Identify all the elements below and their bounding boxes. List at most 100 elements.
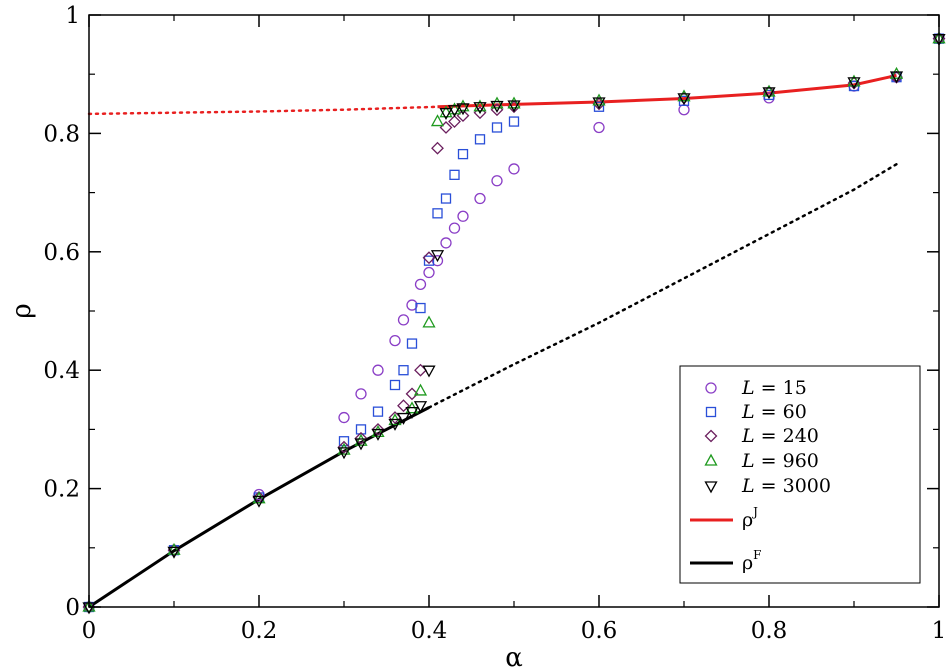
data-point — [252, 491, 266, 504]
y-tick-label: 0.6 — [43, 240, 80, 266]
data-point — [490, 96, 504, 109]
legend-label-L240: L = 240 — [741, 425, 819, 447]
plot-content — [82, 31, 946, 615]
data-point — [448, 115, 461, 128]
data-point — [167, 542, 181, 555]
data-point — [847, 77, 861, 90]
data-point — [337, 440, 351, 454]
data-point — [592, 93, 606, 106]
data-point — [414, 278, 427, 291]
legend-rest-L3000: = 3000 — [755, 475, 831, 497]
legend: L = 15 L = 60 L = 240 L = 960 L = 3000 — [679, 365, 921, 584]
data-point — [473, 102, 487, 115]
data-point — [439, 105, 453, 118]
legend-entry-rhoF: ρF — [690, 548, 762, 574]
y-axis-label: ρ — [7, 303, 37, 318]
x-tick-label: 0.2 — [241, 618, 278, 644]
data-point — [354, 438, 368, 451]
data-point — [252, 495, 266, 508]
data-point — [508, 163, 520, 175]
data-point — [439, 108, 453, 121]
axes: 0 0.2 0.4 0.6 0.8 1 0 0.2 0.4 0.6 0.8 1 — [43, 3, 946, 644]
data-point — [447, 105, 462, 118]
legend-entry-L15: L = 15 — [741, 377, 807, 399]
data-point — [448, 222, 461, 234]
y-tick-label: 1 — [65, 3, 80, 29]
data-point — [354, 433, 368, 446]
data-point — [431, 141, 444, 155]
legend-entry-rhoJ: ρJ — [690, 505, 758, 531]
legend-rest-L960: = 960 — [755, 450, 819, 472]
legend-base-rhoF: ρ — [742, 552, 753, 574]
curve-rhoJ-solid — [437, 73, 897, 109]
data-point — [593, 121, 605, 134]
data-point — [337, 447, 351, 460]
legend-label-rhoF: ρF — [742, 548, 762, 574]
data-point — [889, 66, 904, 79]
data-point — [398, 365, 409, 376]
y-tick-label: 0 — [65, 595, 80, 621]
data-point — [889, 71, 904, 84]
data-point — [415, 302, 426, 314]
data-point — [677, 93, 691, 106]
legend-rest-L240: = 240 — [755, 425, 819, 447]
data-point — [337, 442, 351, 455]
legend-rest-L15: = 15 — [755, 377, 807, 399]
data-point — [491, 175, 503, 187]
series-960 — [82, 31, 946, 612]
data-point — [82, 599, 96, 612]
legend-sup-rhoJ: J — [751, 505, 758, 519]
legend-label-L15: L = 15 — [741, 377, 807, 399]
data-point — [456, 103, 470, 116]
y-tick-label: 0.2 — [43, 477, 80, 503]
legend-entry-L60: L = 60 — [741, 401, 807, 423]
legend-label-L3000: L = 3000 — [741, 475, 831, 497]
data-point — [423, 266, 435, 279]
curve-rhoF-dotted — [427, 162, 898, 409]
legend-marker — [704, 429, 718, 443]
data-point — [422, 365, 436, 378]
data-point — [338, 411, 350, 424]
data-point — [354, 431, 368, 445]
legend-sup-rhoF: F — [753, 548, 761, 562]
legend-entry-L240: L = 240 — [741, 425, 819, 447]
legend-box — [679, 365, 921, 584]
data-point — [338, 436, 350, 447]
data-point — [762, 87, 776, 100]
data-point — [677, 89, 691, 102]
legend-base-rhoJ: ρ — [742, 509, 753, 531]
data-point — [389, 379, 401, 391]
data-point — [440, 237, 452, 249]
data-point — [405, 387, 419, 401]
data-point — [431, 255, 444, 267]
data-point — [371, 422, 385, 436]
data-point — [397, 399, 410, 413]
data-point — [430, 250, 445, 263]
x-tick-label: 0 — [82, 618, 97, 644]
legend-marker — [704, 481, 718, 494]
legend-entry-L3000: L = 3000 — [741, 475, 831, 497]
legend-var-L960: L — [741, 450, 755, 472]
x-axis-label: α — [505, 643, 523, 671]
legend-var-L60: L — [741, 401, 755, 423]
data-point — [389, 334, 401, 347]
data-point — [592, 97, 606, 110]
legend-marker — [705, 382, 717, 394]
legend-marker — [705, 406, 717, 418]
legend-marker — [704, 453, 718, 466]
data-point — [474, 134, 486, 145]
data-point — [432, 208, 443, 219]
legend-label-rhoJ: ρJ — [742, 505, 758, 531]
data-point — [474, 192, 486, 205]
data-point — [490, 100, 504, 113]
data-point — [372, 364, 384, 376]
legend-label-L60: L = 60 — [741, 401, 807, 423]
data-point — [422, 251, 436, 265]
data-point — [167, 546, 181, 559]
data-point — [388, 418, 402, 431]
data-point — [762, 84, 776, 97]
legend-label-L960: L = 960 — [741, 450, 819, 472]
data-point — [422, 315, 436, 328]
data-point — [397, 314, 410, 326]
data-point — [167, 543, 181, 557]
